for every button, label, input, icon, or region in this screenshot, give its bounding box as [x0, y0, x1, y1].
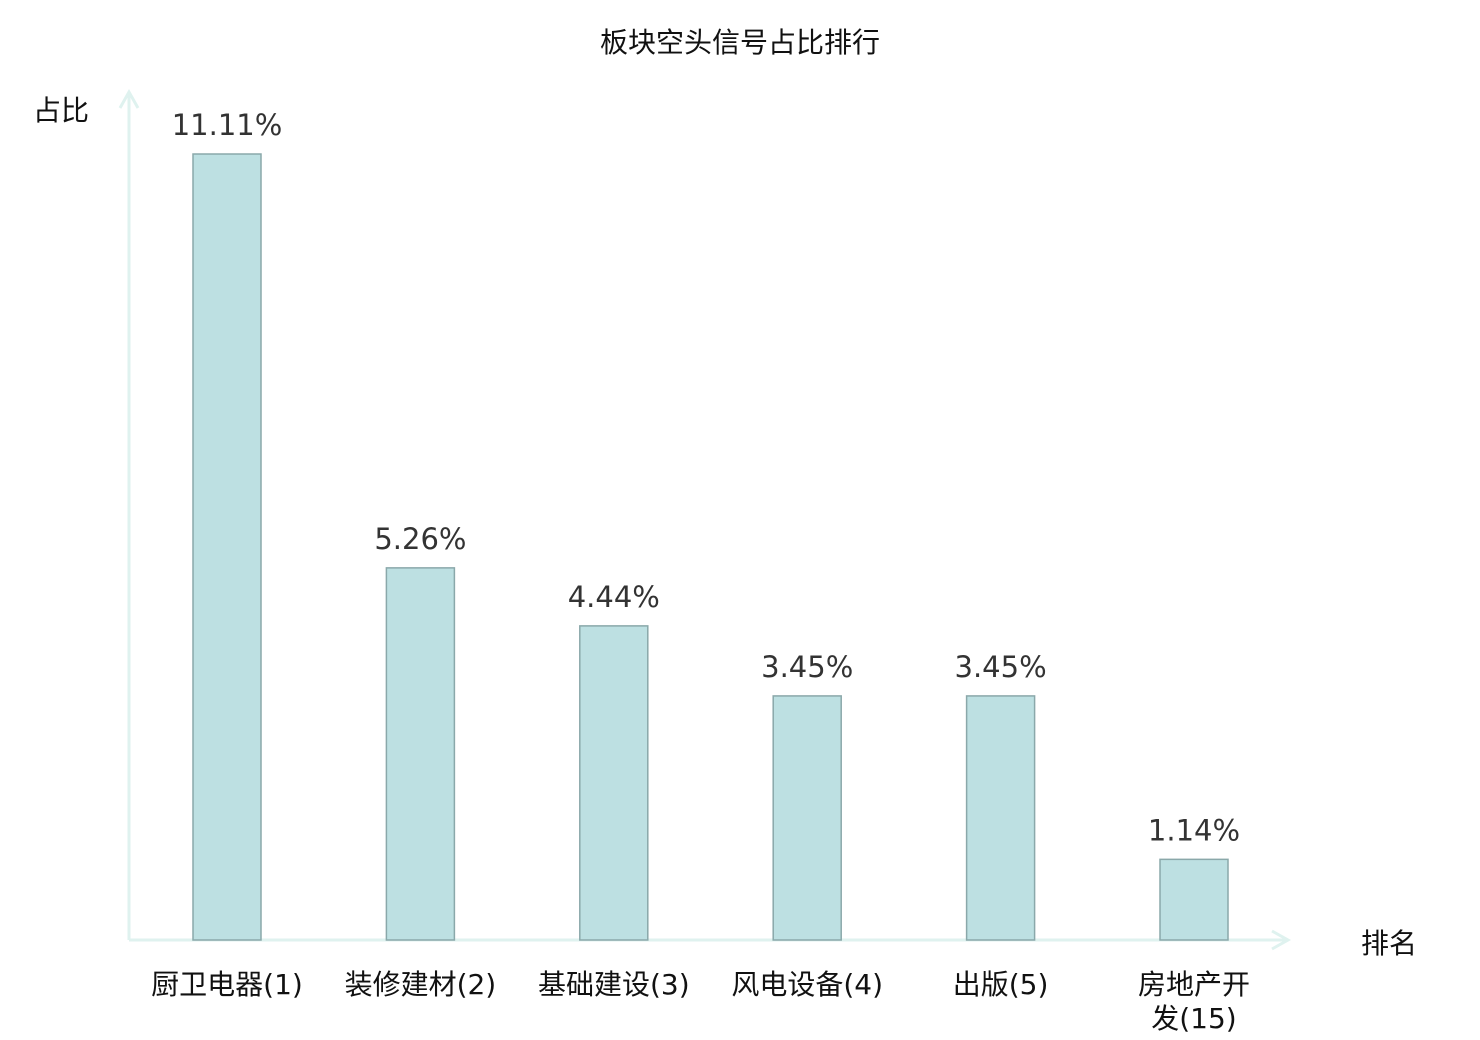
- value-label: 3.45%: [955, 650, 1047, 684]
- bar: [192, 153, 262, 941]
- bar: [772, 695, 842, 941]
- value-label: 11.11%: [172, 108, 283, 142]
- value-labels: 11.11% 5.26% 4.44% 3.45% 3.45% 1.14%: [172, 108, 1240, 847]
- x-axis-arrow: [1271, 929, 1292, 951]
- y-axis-label: 占比: [33, 94, 89, 127]
- category-label: 出版(5): [953, 968, 1049, 1001]
- value-label: 5.26%: [374, 522, 466, 556]
- bars: [192, 153, 1229, 941]
- category-label: 厨卫电器(1): [151, 968, 303, 1001]
- category-labels: 厨卫电器(1) 装修建材(2) 基础建设(3) 风电设备(4) 出版(5) 房地产开发(1…: [151, 968, 1250, 1035]
- category-label: 装修建材(2): [345, 968, 497, 1001]
- value-label: 4.44%: [568, 580, 660, 614]
- category-label: 发(15): [1151, 1002, 1236, 1035]
- bar: [965, 695, 1036, 941]
- category-label: 基础建设(3): [538, 968, 690, 1001]
- category-label: 房地产开: [1138, 968, 1250, 1001]
- value-label: 3.45%: [761, 650, 853, 684]
- value-label: 1.14%: [1148, 813, 1240, 847]
- chart-title: 板块空头信号占比排行: [600, 26, 880, 59]
- y-axis-arrow: [118, 88, 140, 109]
- x-axis-label: 排名: [1361, 927, 1417, 960]
- category-label: 风电设备(4): [731, 968, 883, 1001]
- axes: [118, 88, 1292, 951]
- bar: [1159, 858, 1229, 941]
- bar: [385, 567, 456, 941]
- bar: [579, 625, 649, 941]
